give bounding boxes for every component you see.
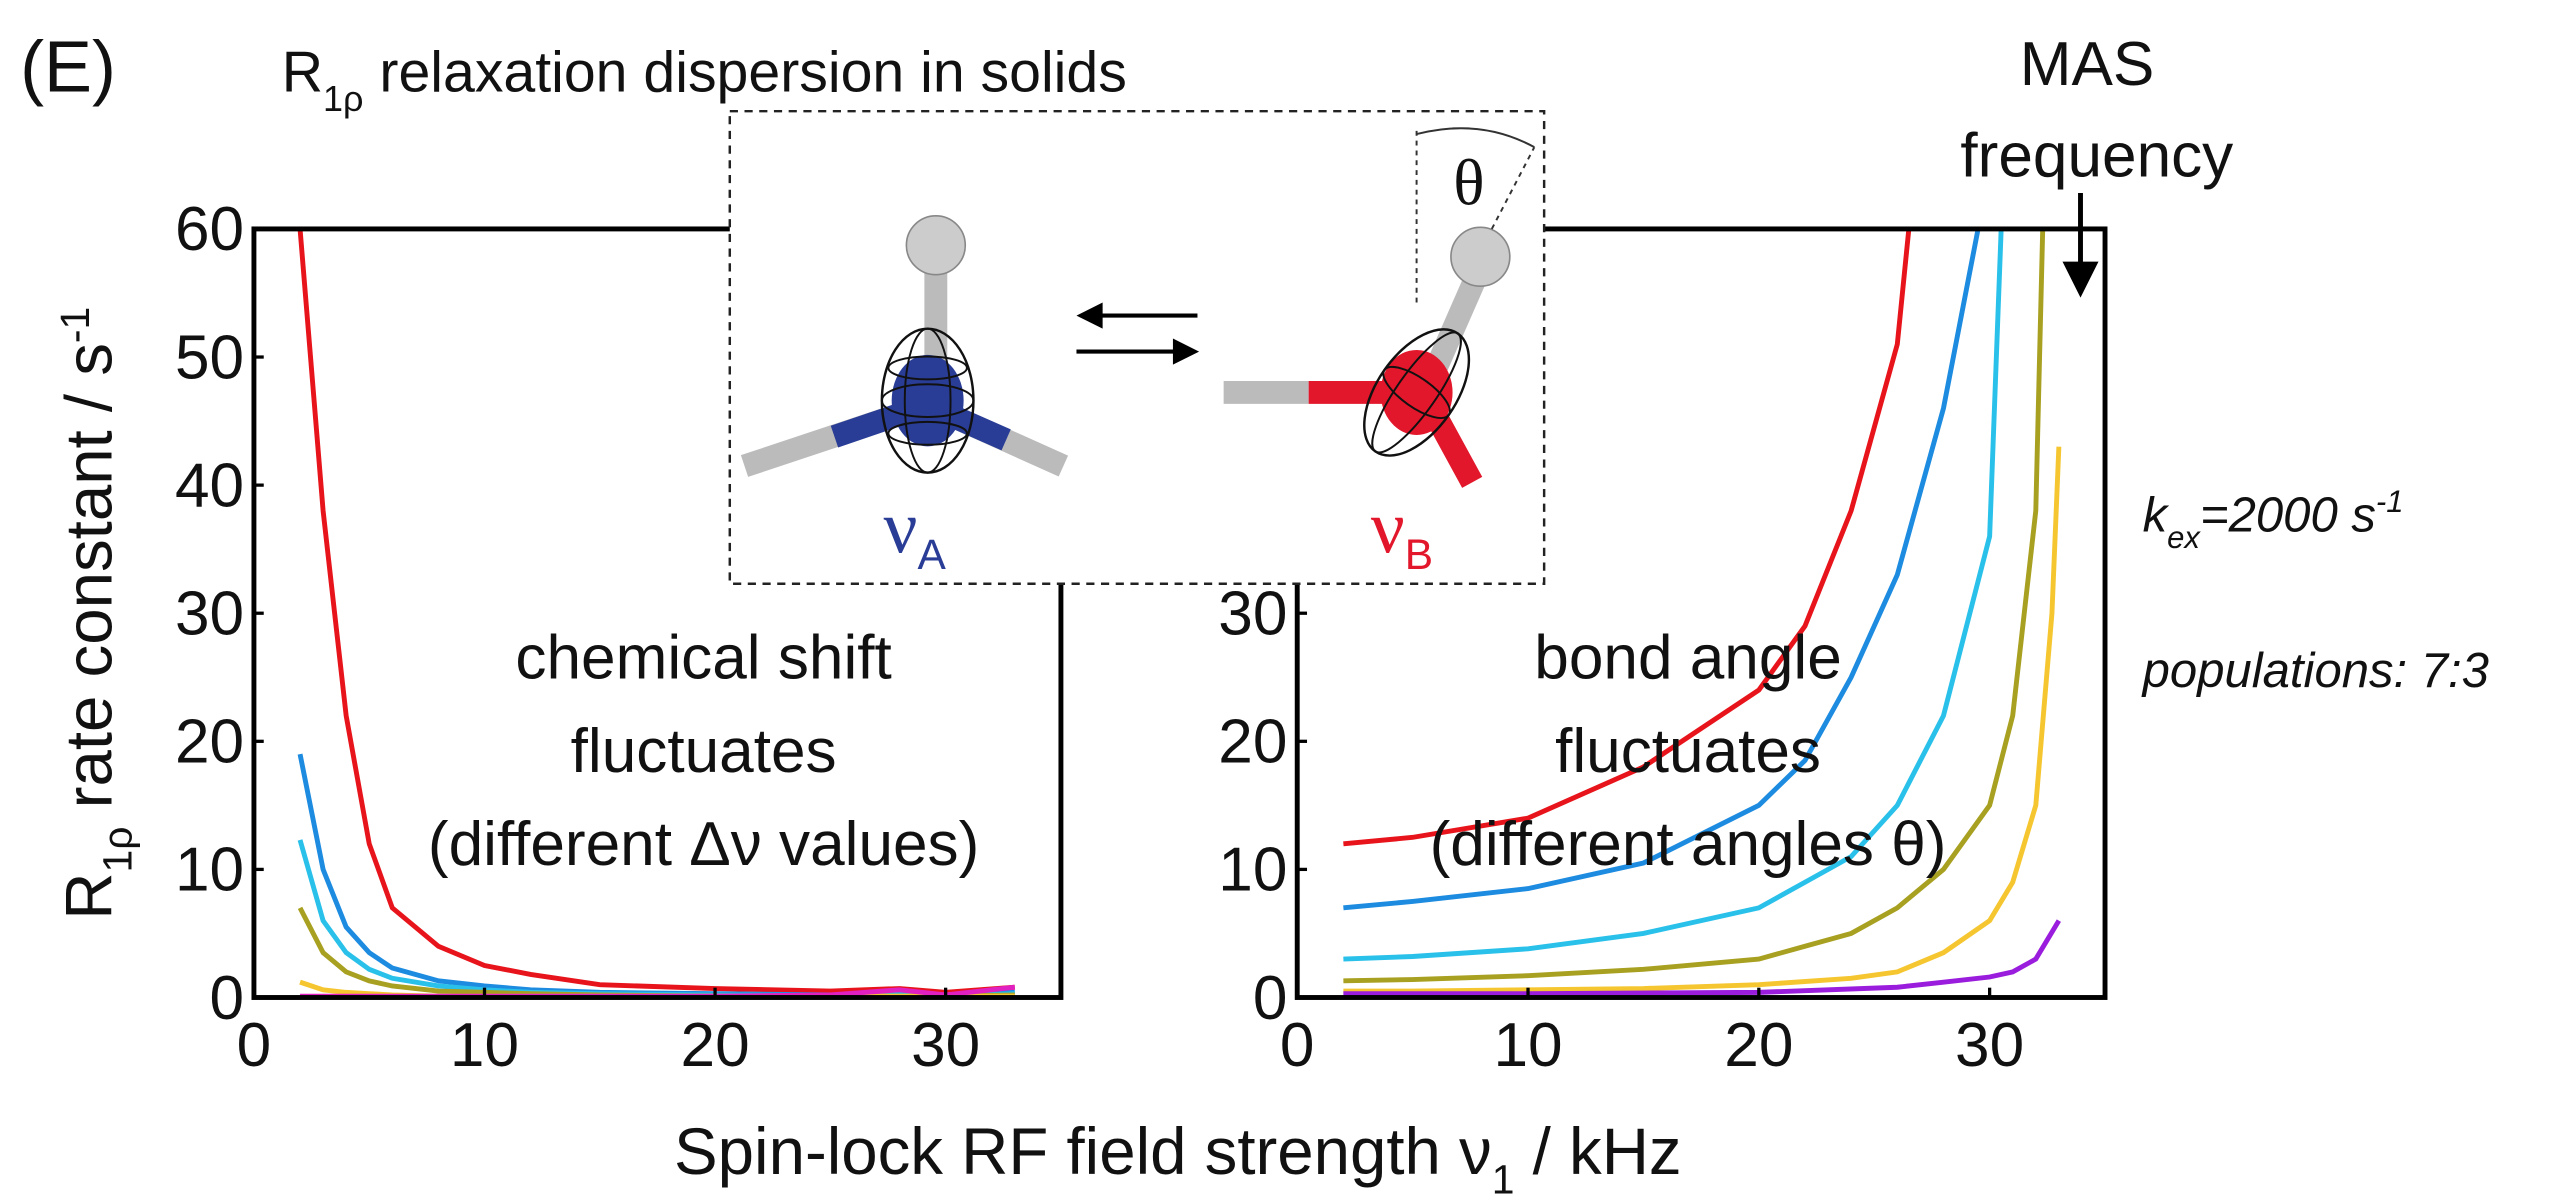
- x-tick-label: 20: [1724, 1011, 1793, 1080]
- y-tick-label: 30: [1218, 579, 1287, 648]
- annotation: bond angle: [1534, 624, 1841, 693]
- x-tick-label: 20: [681, 1011, 750, 1080]
- populations-label: populations: 7:3: [2141, 644, 2489, 698]
- x-tick-label: 0: [1280, 1011, 1315, 1080]
- x-tick-label: 10: [1493, 1011, 1562, 1080]
- kex-label: kex=2000 s-1: [2143, 484, 2404, 555]
- y-tick-label: 40: [175, 451, 244, 520]
- series-line: [1343, 919, 2061, 997]
- annotation: chemical shift: [515, 624, 891, 693]
- y-tick-label: 20: [175, 708, 244, 777]
- x-axis-label: Spin-lock RF field strength ν1 / kHz: [674, 1115, 1682, 1197]
- series-line: [1343, 228, 1912, 847]
- y-tick-label: 30: [175, 579, 244, 648]
- x-tick-label: 10: [450, 1011, 519, 1080]
- series-line: [1343, 228, 2046, 984]
- state-a-label: νA: [884, 487, 947, 579]
- y-tick-label: 50: [175, 323, 244, 392]
- panel-label: (E): [20, 28, 116, 108]
- title: R1ρ relaxation dispersion in solids: [282, 41, 1127, 120]
- plot-frame: [1294, 226, 2108, 1000]
- y-tick-label: 10: [1218, 836, 1287, 905]
- mas-arrow-head: [2062, 261, 2099, 298]
- inset: θ νA νB: [728, 109, 1546, 586]
- x-tick-label: 0: [237, 1011, 272, 1080]
- mas-label: MAS: [2020, 30, 2155, 99]
- series-line: [1343, 228, 1981, 911]
- annotation: (different angles θ): [1430, 810, 1947, 879]
- y-tick-label: 60: [175, 195, 244, 264]
- y-tick-label: 20: [1218, 708, 1287, 777]
- y-tick-label: 0: [1253, 964, 1288, 1033]
- annotation: fluctuates: [1555, 717, 1821, 786]
- x-tick-label: 30: [1955, 1011, 2024, 1080]
- annotation: fluctuates: [571, 717, 837, 786]
- mas-label: frequency: [1960, 122, 2233, 191]
- angle-symbol: θ: [1453, 147, 1484, 219]
- plots: 0 10 20 30 0 10 20 30 40 50 60 chemical shift fluctu…: [175, 195, 2108, 1080]
- y-tick-label: 0: [210, 964, 245, 1033]
- x-tick-label: 30: [911, 1011, 980, 1080]
- y-tick-label: 10: [175, 836, 244, 905]
- series-line: [1343, 228, 2004, 962]
- state-b-label: νB: [1371, 487, 1433, 579]
- annotation: (different Δν values): [428, 810, 979, 879]
- y-axis-label: R1ρ rate constant / s-1: [52, 307, 141, 920]
